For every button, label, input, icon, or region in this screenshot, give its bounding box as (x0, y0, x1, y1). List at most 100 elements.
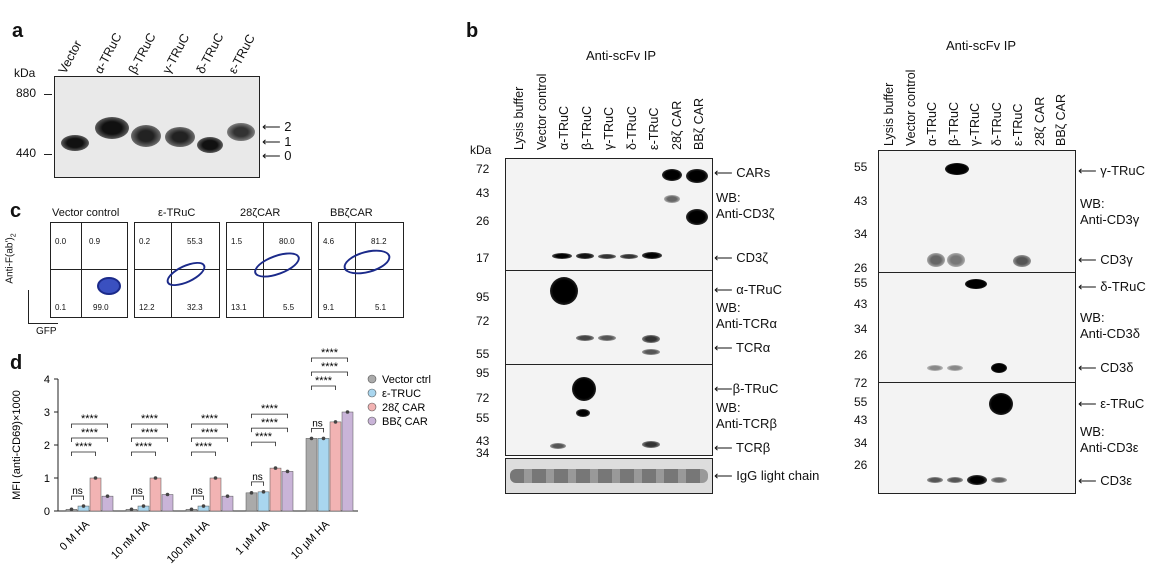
marker: 95 (476, 366, 490, 380)
panel-a-native-gel (54, 76, 260, 178)
label-cd3epsilon-text: CD3ε (1100, 473, 1133, 488)
flow-axis-arrow-x (28, 323, 58, 324)
quadrant-ul: 0.0 (55, 237, 67, 246)
bar (101, 495, 114, 512)
y-tick-label: 0 (44, 506, 50, 518)
igg-band-row (510, 469, 708, 483)
significance-bracket (191, 451, 216, 456)
label-delta-truc-text: δ-TRuC (1100, 279, 1146, 294)
quadrant-ul: 4.6 (323, 237, 335, 246)
flow-title-epsilon: ε-TRuC (158, 207, 196, 219)
quadrant-lr: 5.5 (283, 303, 295, 312)
flow-title-28z: 28ζCAR (240, 207, 281, 219)
label-wb: WB: (1080, 424, 1105, 439)
blot-tcralpha (505, 270, 713, 366)
marker: 34 (854, 227, 868, 241)
marker: 26 (854, 348, 868, 362)
panel-c-label: c (10, 200, 22, 222)
blot-band (989, 393, 1013, 415)
y-tick-label: 4 (44, 374, 50, 386)
panel-b-label: b (466, 20, 479, 42)
bar (329, 421, 342, 512)
blot-band (945, 163, 969, 175)
significance-bracket (191, 437, 228, 442)
significance-label: ns (72, 486, 83, 497)
label-beta-truc-text: β-TRuC (732, 381, 779, 396)
gel-band (61, 135, 89, 151)
band-arrow-1-label: 1 (284, 134, 292, 149)
label-wb: WB: (716, 300, 741, 315)
blot-band (550, 277, 578, 305)
significance-bracket (131, 437, 168, 442)
label-cars: ⟵ CARs (714, 165, 771, 180)
significance-bracket (251, 427, 288, 433)
gel-band (95, 117, 129, 139)
label-wb: WB: (1080, 196, 1105, 211)
label-igg-text: IgG light chain (736, 468, 820, 483)
label-cd3gamma-text: CD3γ (1100, 252, 1133, 267)
quadrant-ll: 0.1 (55, 303, 67, 312)
significance-bracket (311, 428, 324, 433)
quadrant-line-v (81, 223, 82, 317)
label-delta-truc: ⟵ δ-TRuC (1078, 279, 1146, 294)
data-point (189, 507, 194, 512)
flow-population (251, 247, 303, 283)
lane-label: γ-TRuC (602, 106, 616, 150)
marker: 72 (854, 376, 868, 390)
blot-band (686, 209, 708, 225)
label-wb: WB: (716, 400, 741, 415)
label-tcrbeta-text: TCRβ (736, 440, 771, 455)
blot-band (947, 253, 965, 267)
lane-label: ε-TRuC (647, 107, 661, 150)
blot-band (967, 475, 987, 485)
bar (257, 491, 270, 512)
marker: 43 (854, 297, 868, 311)
significance-label: **** (141, 413, 159, 425)
blot-band (991, 363, 1007, 373)
label-wb: WB: (1080, 310, 1105, 325)
lane-label: δ-TRuC (989, 102, 1004, 146)
marker: 26 (476, 214, 490, 228)
flow-title-bbz: BBζCAR (330, 207, 373, 219)
label-tcrbeta: ⟵ TCRβ (714, 440, 771, 455)
blot-band (642, 335, 660, 343)
data-point (225, 494, 230, 498)
significance-label: **** (135, 441, 153, 453)
significance-bracket (191, 495, 204, 501)
flow-title-vector: Vector control (52, 207, 120, 219)
blot-band (576, 253, 594, 259)
marker: 17 (476, 251, 490, 265)
lane-label: β-TRuC (579, 106, 594, 150)
quadrant-ur: 81.2 (371, 237, 387, 246)
blot-band (686, 169, 708, 183)
bar (149, 477, 162, 512)
label-antibody: Anti-CD3ε (1080, 440, 1139, 455)
label-antibody: Anti-CD3γ (1080, 212, 1140, 227)
marker: 95 (476, 290, 490, 304)
marker: 55 (854, 160, 868, 174)
marker: 43 (854, 413, 868, 427)
label-wb: WB: (716, 190, 741, 205)
bar (89, 477, 102, 512)
legend-label: ε-TRUC (382, 388, 421, 400)
quadrant-line-v (263, 223, 264, 317)
blot-band (664, 195, 680, 203)
panel-a-marker-880: 880 (16, 86, 37, 100)
blot-band (927, 365, 943, 371)
x-tick-label: 1 μM HA (233, 518, 272, 557)
blot-band (927, 253, 945, 267)
marker: 26 (854, 261, 868, 275)
label-beta-truc: ⟵β-TRuC (714, 381, 779, 396)
significance-label: **** (195, 441, 213, 453)
band-arrow-0: ⟵ 0 (262, 148, 292, 163)
blot-igg (505, 458, 713, 494)
data-point (321, 436, 326, 441)
panel-b-kda: kDa (470, 143, 492, 157)
quadrant-ll: 12.2 (139, 303, 155, 312)
band-arrow-2-label: 2 (284, 119, 292, 134)
significance-label: **** (315, 375, 333, 387)
panel-a-lane-vector: Vector (55, 38, 85, 76)
flow-plot-bbz: 4.6 81.2 9.1 5.1 (318, 222, 404, 318)
marker: 72 (476, 162, 490, 176)
panel-b-left-title: Anti-scFv IP (586, 48, 657, 63)
